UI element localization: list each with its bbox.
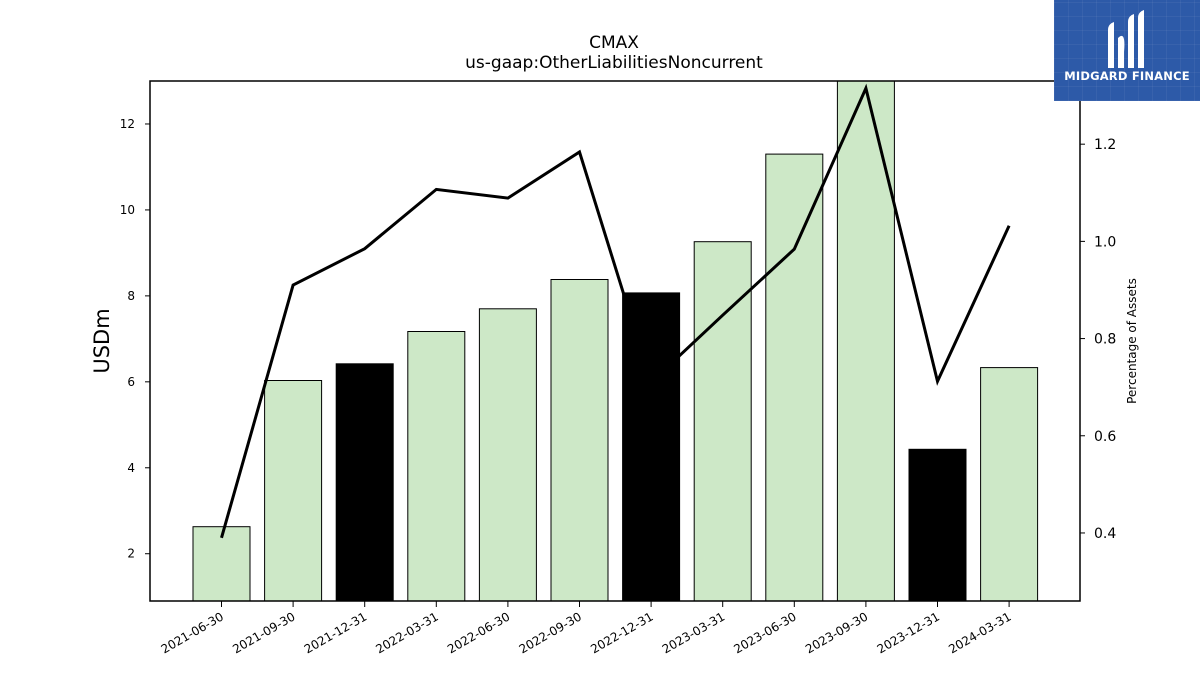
x-tick-label: 2022-06-30	[445, 609, 512, 656]
bar-2023-06-30	[765, 153, 824, 602]
bar-2022-09-30	[550, 279, 609, 602]
y-axis-label: USDm	[90, 308, 114, 373]
right-axis: 0.4 0.6 0.8 1.0 1.2	[1080, 137, 1116, 542]
bar-2023-09-30	[836, 80, 895, 602]
brand-mark-icon	[1108, 10, 1144, 68]
chart-subtitle: us-gaap:OtherLiabilitiesNoncurrent	[465, 53, 763, 73]
x-tick-label: 2022-12-31	[588, 609, 655, 656]
chart-title: CMAX	[589, 33, 639, 53]
series-line-percentage-of-assets	[220, 83, 1011, 539]
y-tick-label: 10	[120, 203, 135, 217]
y2-tick-label: 1.0	[1094, 234, 1116, 250]
bar-2021-06-30	[192, 526, 251, 602]
x-axis: 2021-06-30 2021-09-30 2021-12-31 2022-03-31…	[159, 601, 1014, 656]
bar-2022-12-31	[622, 292, 681, 602]
left-axis: 2 4 6 8 10 12	[120, 117, 150, 561]
y2-tick-label: 0.4	[1094, 526, 1116, 542]
y-tick-label: 2	[127, 547, 135, 561]
bar-2023-12-31	[908, 448, 967, 602]
x-tick-label: 2024-03-31	[946, 609, 1013, 656]
y-tick-label: 6	[127, 375, 135, 389]
x-tick-label: 2021-06-30	[159, 609, 226, 656]
x-tick-label: 2023-09-30	[803, 609, 870, 656]
brand-name: MIDGARD FINANCE	[1064, 69, 1190, 83]
line-group	[220, 83, 1011, 539]
y-tick-label: 4	[127, 461, 135, 475]
y-tick-label: 12	[120, 117, 135, 131]
x-tick-label: 2023-03-31	[660, 609, 727, 656]
bar-2021-12-31	[335, 363, 394, 602]
bar-2022-06-30	[478, 308, 537, 602]
brand-logo: MIDGARD FINANCE	[1054, 0, 1200, 101]
x-tick-label: 2022-03-31	[373, 609, 440, 656]
y2-tick-label: 1.2	[1094, 137, 1116, 153]
plot-frame	[149, 80, 1081, 602]
bar-2023-03-31	[693, 241, 752, 602]
x-tick-label: 2022-09-30	[517, 609, 584, 656]
y-tick-label: 8	[127, 289, 135, 303]
bars-group	[192, 80, 1039, 602]
y2-axis-label: Percentage of Assets	[1125, 278, 1139, 404]
x-tick-label: 2023-12-31	[875, 609, 942, 656]
x-tick-label: 2023-06-30	[731, 609, 798, 656]
x-tick-label: 2021-09-30	[230, 609, 297, 656]
bar-2021-09-30	[264, 380, 323, 602]
y2-tick-label: 0.6	[1094, 429, 1116, 445]
y2-tick-label: 0.8	[1094, 332, 1116, 348]
bar-2022-03-31	[407, 331, 466, 602]
x-tick-label: 2021-12-31	[302, 609, 369, 656]
bar-2024-03-31	[980, 367, 1039, 602]
